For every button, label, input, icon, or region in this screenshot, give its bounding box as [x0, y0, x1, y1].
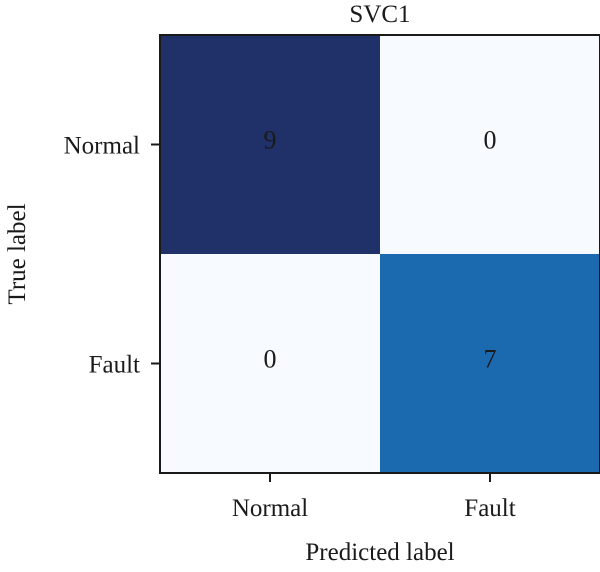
plot-frame — [159, 34, 600, 474]
chart-title: SVC1 — [349, 1, 410, 28]
x-tick-label: Fault — [464, 495, 515, 522]
y-tick-label: Normal — [64, 133, 140, 160]
x-tick-label: Normal — [232, 495, 308, 522]
matrix-cell-value: 9 — [264, 126, 277, 155]
matrix-cells — [160, 35, 600, 473]
matrix-cell-normal-fault — [380, 35, 600, 254]
matrix-cell-normal-normal — [160, 35, 380, 254]
y-axis-ticks: Normal Fault — [64, 133, 160, 379]
matrix-cell-labels: 9 0 0 7 — [264, 126, 497, 374]
matrix-cell-value: 0 — [484, 126, 497, 155]
y-axis-label: True label — [4, 203, 31, 304]
matrix-cell-fault-fault — [380, 254, 600, 473]
y-tick-label: Fault — [89, 352, 140, 379]
matrix-cell-fault-normal — [160, 254, 380, 473]
x-axis-label: Predicted label — [305, 539, 454, 566]
x-axis-ticks: Normal Fault — [232, 473, 516, 522]
matrix-cell-value: 0 — [264, 345, 277, 374]
matrix-cell-value: 7 — [484, 345, 497, 374]
